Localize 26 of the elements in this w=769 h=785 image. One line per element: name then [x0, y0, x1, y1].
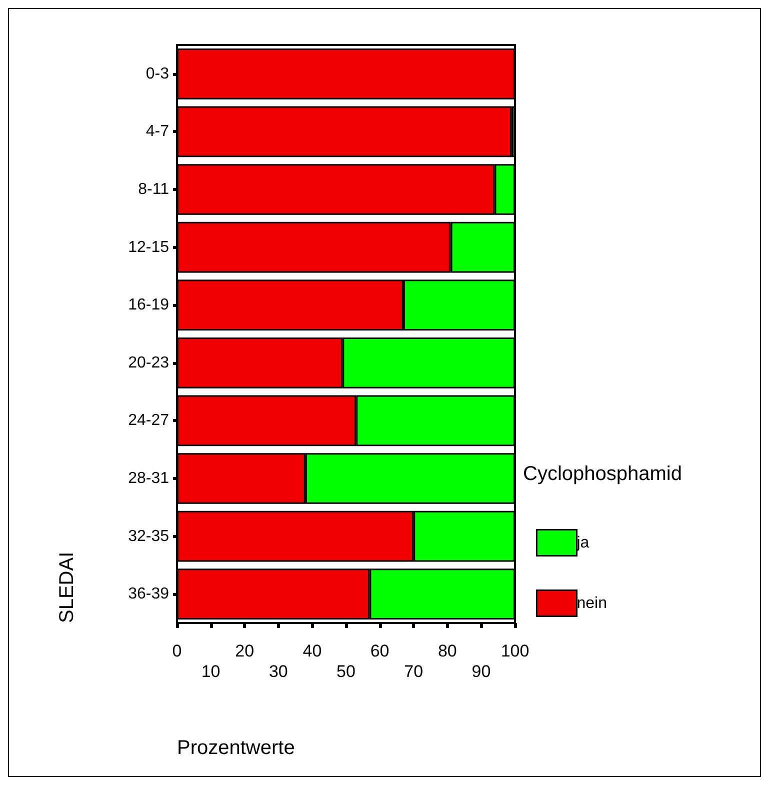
y-tick-label: 36-39: [128, 586, 170, 603]
x2-tick-label: 50: [336, 662, 356, 681]
legend-label: ja: [576, 534, 590, 552]
x-tick-label: 0: [172, 642, 182, 660]
y-tick-label: 16-19: [128, 296, 170, 314]
y-axis-title: SLEDAI: [56, 552, 78, 623]
x2-tick-label: 90: [472, 662, 491, 681]
y-tick-label: 4-7: [146, 123, 170, 140]
x-tick-label: 20: [235, 642, 254, 660]
x-tick-label: 60: [370, 642, 390, 660]
y-tick-label: 28-31: [128, 470, 170, 487]
x-tick-label: 100: [500, 642, 530, 660]
y-tick-label: 12-15: [128, 238, 170, 256]
legend-title: Cyclophosphamid: [523, 463, 682, 485]
x2-tick-label: 70: [404, 662, 424, 681]
y-tick-label: 24-27: [128, 412, 170, 430]
x-tick-label: 40: [302, 642, 322, 660]
x2-tick-label: 30: [268, 662, 288, 681]
y-tick-label: 8-11: [138, 181, 170, 198]
x2-tick-label: 10: [201, 662, 220, 681]
legend-label: nein: [576, 594, 607, 612]
x-tick-label: 80: [438, 642, 457, 660]
y-tick-label: 0-3: [146, 65, 170, 82]
y-tick-label: 32-35: [128, 528, 170, 545]
y-tick-label: 20-23: [128, 354, 170, 372]
x-axis-title: Prozentwerte: [177, 737, 295, 759]
